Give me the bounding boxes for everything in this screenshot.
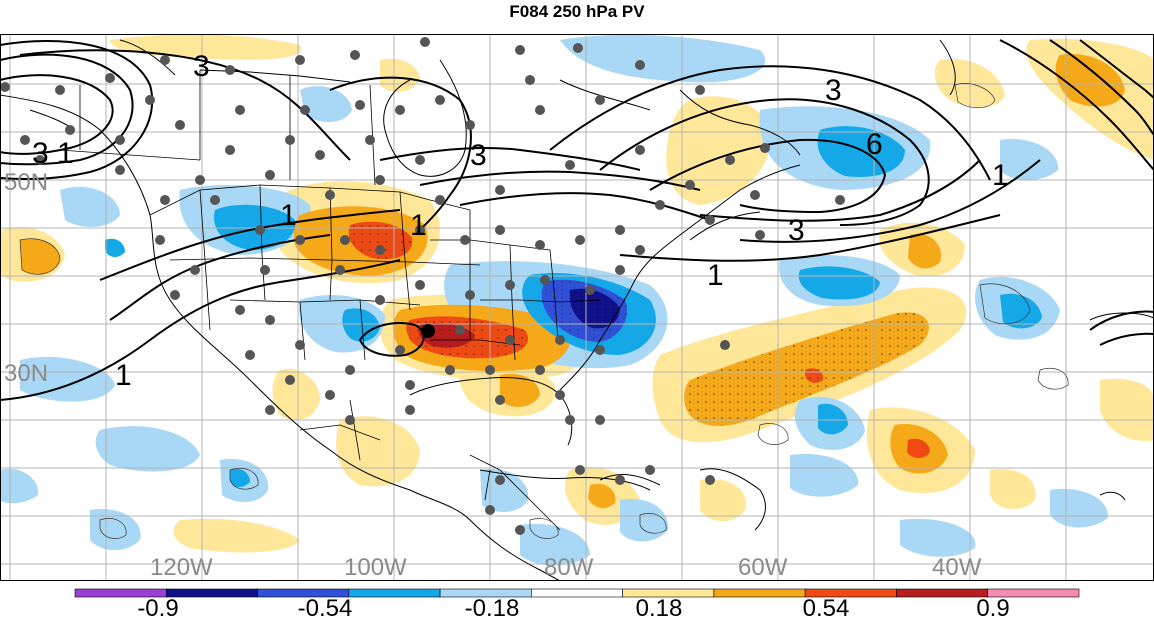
lon-label-120w: 120W	[150, 554, 213, 581]
lon-label-60w: 60W	[738, 554, 788, 581]
lon-label-80w: 80W	[544, 554, 594, 581]
anomaly-contours	[19, 83, 1069, 539]
contour-label: 1	[57, 137, 74, 170]
colorbar-swatch	[165, 588, 258, 598]
contour-label: 1	[992, 159, 1009, 192]
colorbar-tick-label: -0.18	[465, 595, 520, 619]
colorbar-tick-label: 0.54	[803, 595, 850, 619]
colorbar-swatch	[531, 588, 623, 598]
contour-label: 1	[410, 209, 427, 242]
lon-label-40w: 40W	[932, 554, 982, 581]
contour-label: 3	[193, 50, 210, 83]
political-borders	[59, 70, 601, 531]
colorbar	[74, 588, 1080, 598]
central-station-marker	[421, 324, 435, 338]
contour-label: 3	[825, 74, 842, 107]
contour-label: 3	[470, 139, 487, 172]
colorbar-ticks: -0.9 -0.54 -0.18 0.18 0.54 0.9	[137, 595, 1009, 619]
colorbar-swatch	[713, 588, 806, 598]
contour-label: 3	[788, 214, 805, 247]
lat-label-30n: 30N	[4, 360, 48, 387]
lon-label-100w: 100W	[344, 554, 407, 581]
lat-label-50n: 50N	[4, 169, 48, 196]
plot-title: F084 250 hPa PV	[509, 2, 645, 21]
colorbar-swatch	[896, 588, 989, 598]
colorbar-swatch	[348, 588, 441, 598]
contour-label: 3	[32, 137, 49, 170]
contour-labels: 3 3 1 1 3 3 6 1 3 1 1 1	[32, 50, 1009, 392]
colorbar-tick-label: -0.54	[298, 595, 353, 619]
contour-label: 1	[707, 259, 724, 292]
contour-label: 1	[115, 359, 132, 392]
colorbar-swatch	[987, 588, 1080, 598]
colorbar-tick-label: 0.9	[976, 595, 1009, 619]
colorbar-tick-label: -0.9	[137, 595, 178, 619]
contour-label: 6	[866, 128, 883, 161]
significance-stipple	[348, 221, 929, 426]
station-dots	[0, 37, 845, 535]
contour-label: 1	[280, 199, 297, 232]
colorbar-tick-label: 0.18	[636, 595, 683, 619]
